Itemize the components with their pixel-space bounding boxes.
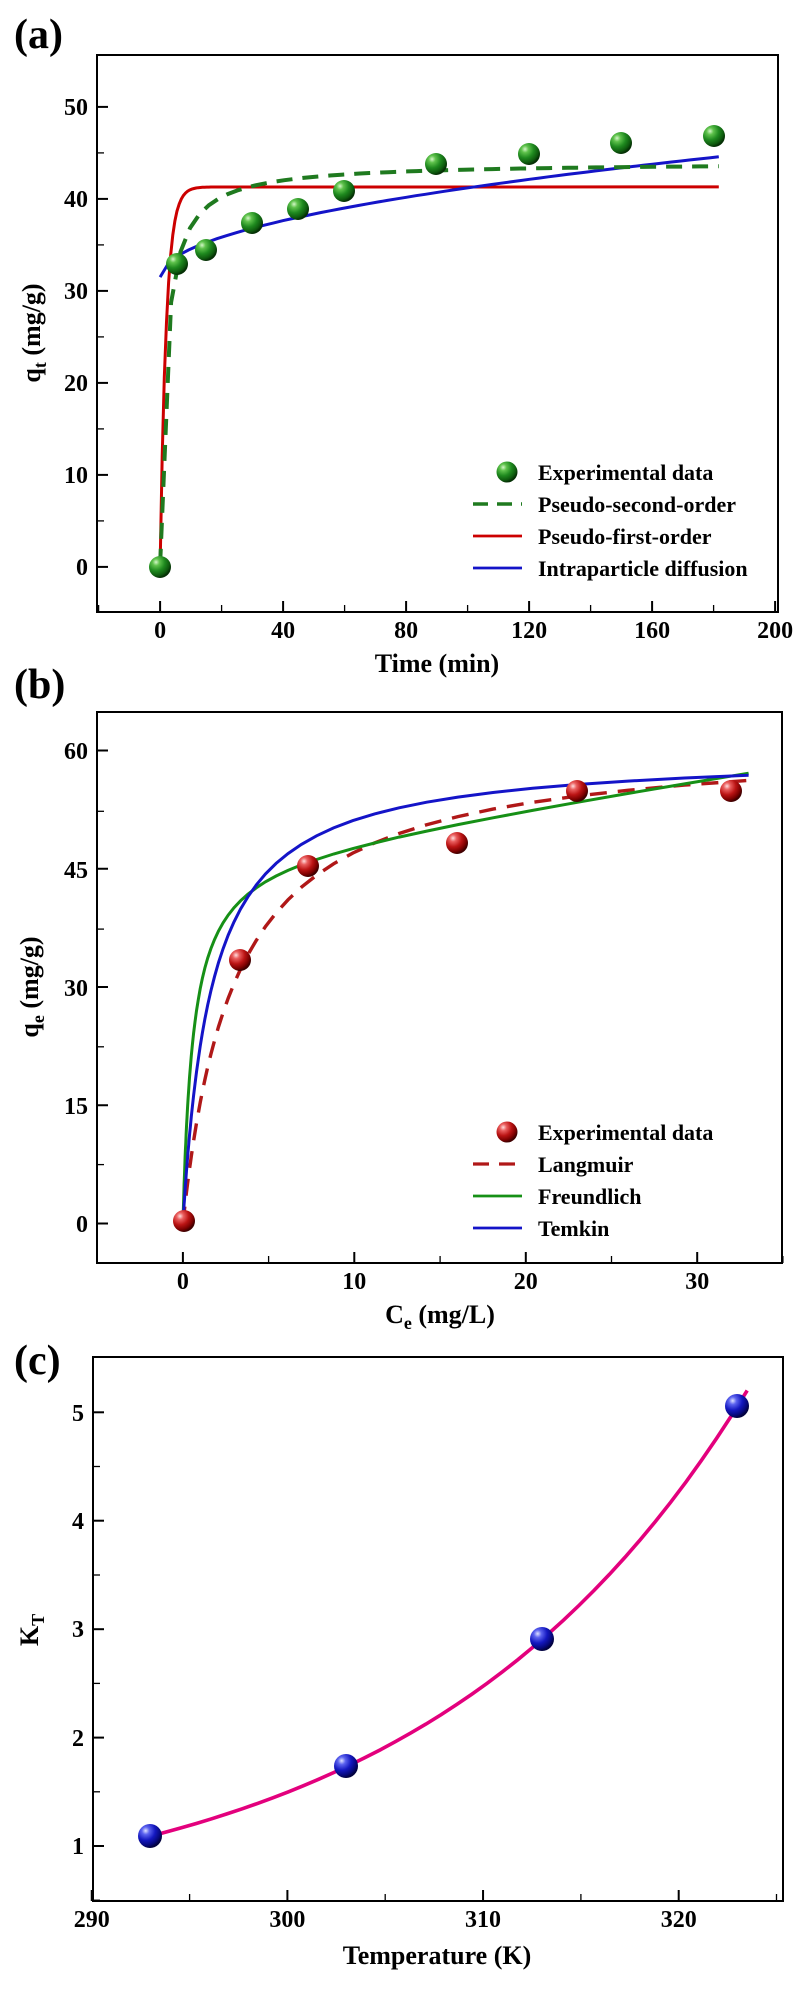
svg-text:(a): (a) [14, 12, 63, 58]
svg-text:30: 30 [64, 279, 88, 305]
svg-text:30: 30 [685, 1269, 709, 1295]
svg-text:(c): (c) [14, 1338, 61, 1384]
svg-text:0: 0 [76, 555, 88, 581]
svg-text:10: 10 [342, 1269, 366, 1295]
svg-text:Pseudo-second-order: Pseudo-second-order [538, 492, 736, 517]
svg-text:1: 1 [72, 1834, 84, 1860]
svg-text:Temperature (K): Temperature (K) [343, 1941, 531, 1970]
svg-text:50: 50 [64, 95, 88, 121]
svg-text:Temkin: Temkin [538, 1216, 609, 1241]
svg-text:Freundlich: Freundlich [538, 1184, 642, 1209]
svg-text:2: 2 [72, 1726, 84, 1752]
svg-text:(b): (b) [14, 662, 65, 708]
svg-text:20: 20 [514, 1269, 538, 1295]
svg-text:10: 10 [64, 463, 88, 489]
svg-text:0: 0 [154, 618, 166, 644]
svg-text:310: 310 [465, 1907, 501, 1933]
svg-text:qt (mg/g): qt (mg/g) [17, 283, 50, 382]
svg-text:20: 20 [64, 371, 88, 397]
svg-text:0: 0 [76, 1212, 88, 1238]
svg-text:15: 15 [64, 1094, 88, 1120]
svg-text:Pseudo-first-order: Pseudo-first-order [538, 524, 712, 549]
svg-text:320: 320 [661, 1907, 697, 1933]
svg-text:5: 5 [72, 1401, 84, 1427]
svg-text:KT: KT [15, 1614, 48, 1646]
svg-text:300: 300 [269, 1907, 305, 1933]
svg-text:4: 4 [72, 1509, 84, 1535]
svg-text:Langmuir: Langmuir [538, 1152, 634, 1177]
svg-text:3: 3 [72, 1617, 84, 1643]
svg-text:0: 0 [177, 1269, 189, 1295]
svg-text:200: 200 [757, 618, 793, 644]
svg-text:30: 30 [64, 976, 88, 1002]
svg-text:40: 40 [64, 187, 88, 213]
svg-text:40: 40 [271, 618, 295, 644]
svg-text:qe (mg/g): qe (mg/g) [15, 936, 48, 1037]
svg-text:Intraparticle diffusion: Intraparticle diffusion [538, 556, 748, 581]
svg-text:Experimental data: Experimental data [538, 1120, 713, 1145]
svg-text:45: 45 [64, 858, 88, 884]
svg-text:120: 120 [511, 618, 547, 644]
svg-text:Ce (mg/L): Ce (mg/L) [385, 1300, 495, 1330]
svg-text:80: 80 [394, 618, 418, 644]
svg-text:Experimental data: Experimental data [538, 460, 713, 485]
svg-text:160: 160 [634, 618, 670, 644]
svg-text:290: 290 [74, 1907, 110, 1933]
svg-text:60: 60 [64, 739, 88, 765]
